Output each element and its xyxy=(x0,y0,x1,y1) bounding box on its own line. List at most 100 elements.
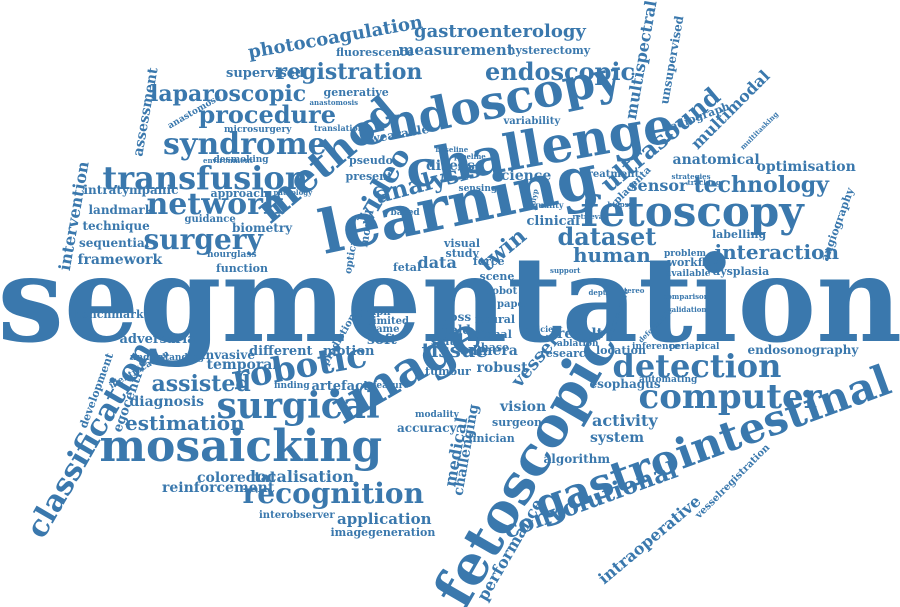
cloud-word-measurement: measurement xyxy=(398,40,514,59)
cloud-word-laparoscopic: laparoscopic xyxy=(150,81,307,107)
cloud-word-localisation: localisation xyxy=(250,467,355,486)
cloud-word-temporal: temporal xyxy=(206,357,278,373)
cloud-word-labelling: labelling xyxy=(712,227,767,241)
cloud-word-comparison: comparison xyxy=(663,291,709,301)
cloud-word-intratympanic: intratympanic xyxy=(83,183,179,197)
cloud-word-guidance: guidance xyxy=(184,214,236,225)
cloud-word-vision: vision xyxy=(500,399,547,415)
cloud-word-multitasking: multitasking xyxy=(738,109,781,151)
cloud-word-sequential: sequential xyxy=(79,236,150,250)
cloud-word-periapical: periapical xyxy=(669,341,720,352)
cloud-word-procedure: procedure xyxy=(198,100,336,129)
cloud-word-clinician: clinician xyxy=(461,431,515,445)
cloud-word-benchmark: benchmark xyxy=(74,307,144,321)
cloud-word-phase: phase xyxy=(473,340,510,354)
cloud-word-syndrome: syndrome xyxy=(163,127,327,162)
cloud-word-workflow: workflow xyxy=(667,255,723,269)
cloud-word-inference: inference xyxy=(632,341,680,352)
cloud-word-transfusion: transfusion xyxy=(102,159,308,197)
cloud-word-imagegeneration: imagegeneration xyxy=(330,525,436,539)
cloud-word-hysterectomy: hysterectomy xyxy=(507,43,591,57)
cloud-word-segmentation: segmentation xyxy=(0,230,900,369)
cloud-word-soft: soft xyxy=(367,332,397,348)
cloud-word-loss: loss xyxy=(445,310,472,324)
cloud-word-colorectal: colorectal xyxy=(197,470,276,486)
cloud-word-assisted: assisted xyxy=(151,371,251,397)
cloud-word-depth: depth xyxy=(588,287,612,297)
cloud-word-function: function xyxy=(216,261,269,275)
cloud-word-field: field xyxy=(441,323,471,337)
cloud-word-framework: framework xyxy=(77,252,163,268)
cloud-word-ablation: ablation xyxy=(557,338,599,349)
cloud-word-camera: camera xyxy=(460,343,518,359)
cloud-word-reinforcement: reinforcement xyxy=(162,480,275,496)
cloud-word-study: study xyxy=(445,246,479,260)
cloud-word-robust: robust xyxy=(476,360,528,376)
cloud-word-automating: automating xyxy=(639,374,698,385)
cloud-word-efficient: efficient xyxy=(525,324,563,334)
cloud-word-baseline: baseline xyxy=(435,144,469,154)
cloud-word-visual: visual xyxy=(444,236,481,250)
cloud-word-endosonography: endosonography xyxy=(747,343,859,357)
cloud-word-detection: detection xyxy=(612,347,782,385)
cloud-word-registration: registration xyxy=(275,59,423,85)
cloud-word-artefact: artefact xyxy=(311,378,369,394)
cloud-word-variability: variability xyxy=(503,116,561,127)
cloud-word-data: data xyxy=(417,253,457,272)
cloud-word-research: research xyxy=(540,346,594,360)
cloud-word-environment: environment xyxy=(203,155,253,165)
cloud-word-hourglass: hourglass xyxy=(207,249,257,260)
cloud-word-validation: validation xyxy=(667,304,707,314)
cloud-word-dysplasia: dysplasia xyxy=(712,264,770,278)
cloud-word-interaction: interaction xyxy=(714,240,840,264)
cloud-word-available: available xyxy=(665,268,711,279)
cloud-word-generative: generative xyxy=(323,85,389,99)
cloud-word-fetoscopy: fetoscopy xyxy=(580,187,804,236)
cloud-word-gastroenterology: gastroenterology xyxy=(414,21,586,42)
cloud-word-science: science xyxy=(493,168,552,184)
cloud-word-human: human xyxy=(573,243,651,267)
cloud-word-signal: signal xyxy=(474,327,512,341)
cloud-word-location: location xyxy=(596,343,646,357)
cloud-word-surgical: surgical xyxy=(216,385,380,427)
cloud-word-accuracy: accuracy xyxy=(397,421,457,435)
cloud-word-application: application xyxy=(337,509,432,528)
cloud-word-disease: disease xyxy=(426,158,484,174)
cloud-word-paper: paper xyxy=(497,299,530,310)
cloud-word-desmoking: desmoking xyxy=(213,154,269,165)
cloud-word-graph: graph xyxy=(357,307,391,318)
cloud-word-scene: scene xyxy=(479,269,515,283)
cloud-word-approach: approach xyxy=(210,186,268,200)
cloud-word-treatment: treatment xyxy=(583,169,640,180)
cloud-word-diagnosis: diagnosis xyxy=(129,394,205,410)
cloud-word-mosaicking: mosaicking xyxy=(99,421,383,472)
cloud-word-strategies: strategies xyxy=(671,171,711,181)
cloud-word-based: based xyxy=(390,207,420,218)
cloud-word-assessment: assessment xyxy=(130,66,162,158)
cloud-word-activity: activity xyxy=(592,411,658,430)
cloud-word-anastomosis: anastomosis xyxy=(309,97,359,107)
cloud-word-motion: motion xyxy=(323,343,375,359)
cloud-word-finding: finding xyxy=(274,380,310,391)
cloud-word-problem: problem xyxy=(664,248,706,259)
cloud-word-pipeline: pipeline xyxy=(454,151,486,161)
cloud-word-network: network xyxy=(146,187,284,222)
cloud-word-clinical: clinical xyxy=(526,213,580,229)
cloud-word-present: present xyxy=(345,169,393,183)
cloud-word-adversarial: adversarial xyxy=(119,331,201,347)
cloud-word-recognition: recognition xyxy=(242,477,424,510)
cloud-word-fluorescence: fluorescence xyxy=(336,45,414,59)
cloud-word-frame: frame xyxy=(366,324,400,335)
cloud-word-surgeon: surgeon xyxy=(492,415,543,429)
cloud-word-pathology: pathology xyxy=(273,187,313,197)
cloud-word-algorithm: algorithm xyxy=(543,452,611,466)
cloud-word-tumour: tumour xyxy=(425,364,471,378)
cloud-word-state: state xyxy=(431,334,462,348)
cloud-word-anatomical: anatomical xyxy=(672,152,760,168)
cloud-word-invasive: invasive xyxy=(201,348,255,362)
cloud-word-polyp: polyp xyxy=(526,187,540,211)
cloud-word-tissue: tissue xyxy=(421,338,489,362)
cloud-word-landmark: landmark xyxy=(88,203,154,217)
cloud-word-tracking: tracking xyxy=(687,177,721,187)
